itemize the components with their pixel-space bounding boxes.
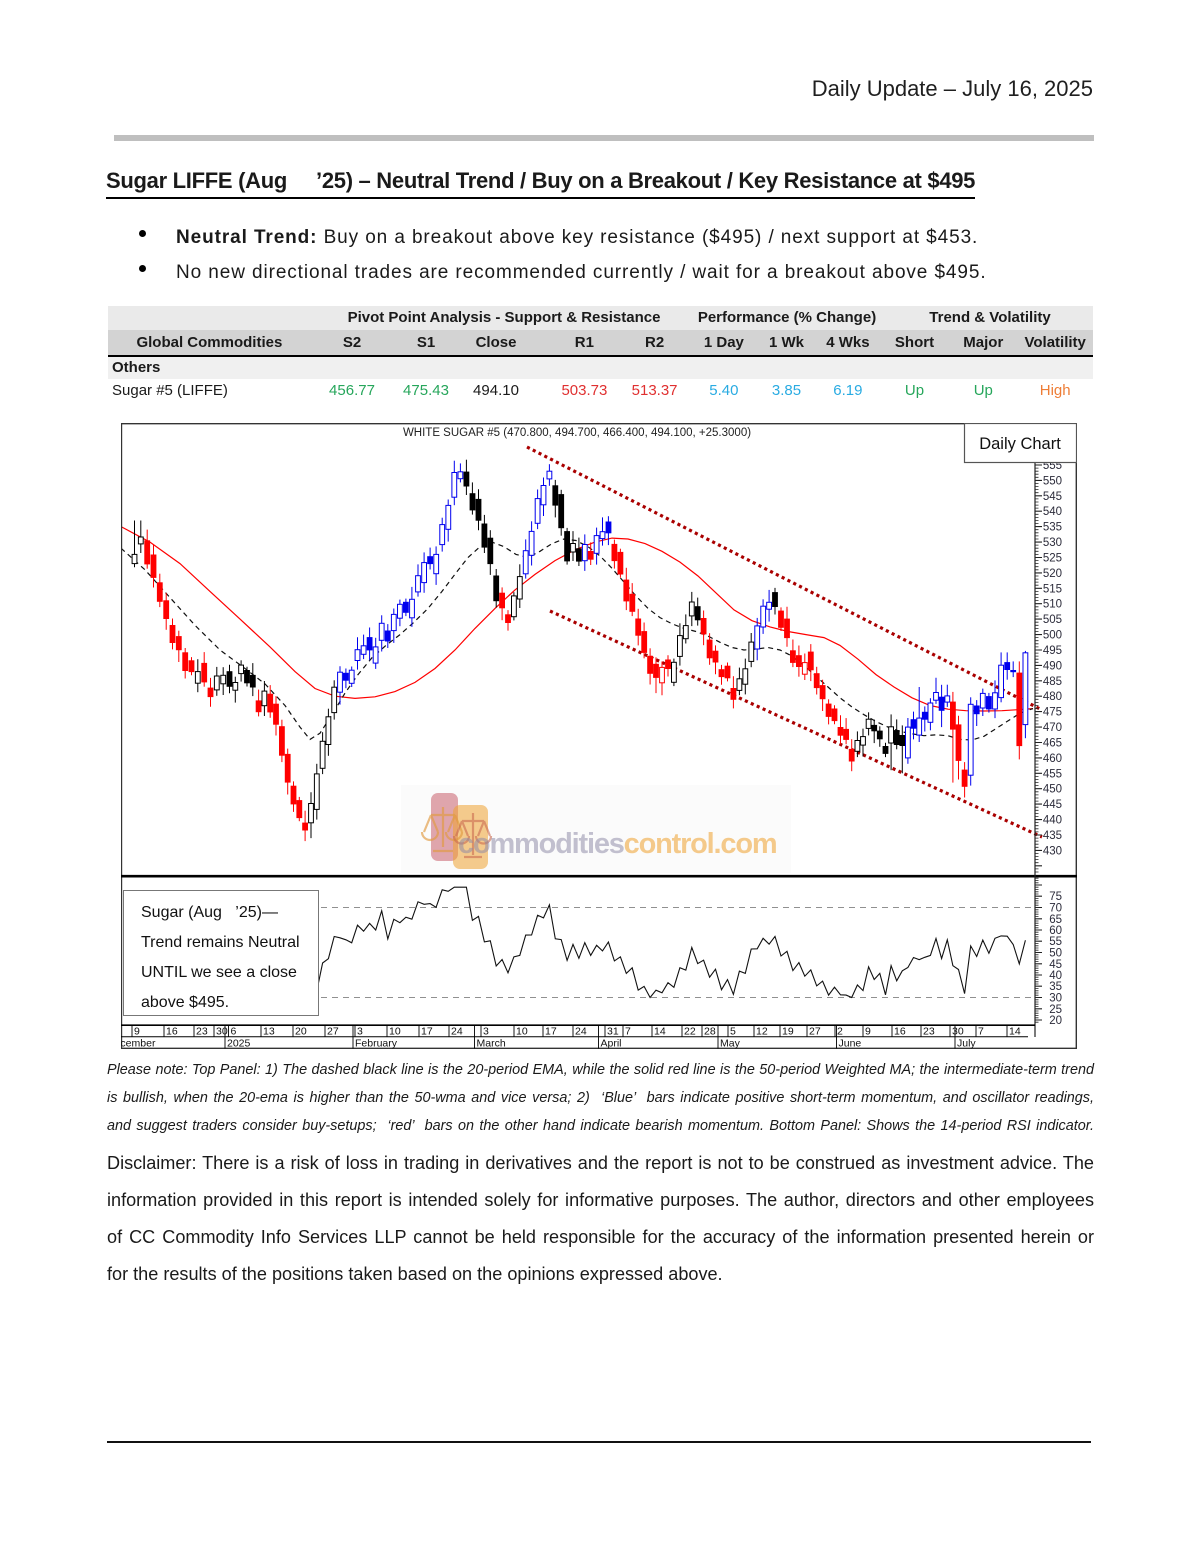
svg-text:17: 17: [545, 1026, 557, 1038]
svg-text:24: 24: [575, 1026, 587, 1038]
svg-text:December: December: [121, 1038, 156, 1050]
svg-text:16: 16: [894, 1026, 906, 1038]
svg-text:commoditiescontrol.com: commoditiescontrol.com: [458, 828, 776, 860]
svg-text:470: 470: [1043, 722, 1062, 734]
svg-text:55: 55: [1049, 936, 1062, 948]
svg-text:24: 24: [451, 1026, 463, 1038]
svg-text:28: 28: [704, 1026, 716, 1038]
svg-text:40: 40: [1049, 970, 1062, 982]
svg-text:500: 500: [1043, 630, 1062, 642]
svg-text:2025: 2025: [227, 1038, 251, 1050]
svg-text:14: 14: [1009, 1026, 1021, 1038]
svg-text:525: 525: [1043, 553, 1062, 565]
svg-text:495: 495: [1043, 645, 1062, 657]
svg-text:45: 45: [1049, 959, 1062, 971]
svg-text:3: 3: [357, 1026, 363, 1038]
svg-text:440: 440: [1043, 815, 1062, 827]
svg-text:510: 510: [1043, 599, 1062, 611]
svg-text:20: 20: [295, 1026, 307, 1038]
svg-text:25: 25: [1049, 1004, 1062, 1016]
svg-text:9: 9: [865, 1026, 871, 1038]
svg-text:July: July: [957, 1038, 976, 1050]
svg-text:535: 535: [1043, 522, 1062, 534]
svg-text:460: 460: [1043, 753, 1062, 765]
svg-text:75: 75: [1049, 891, 1062, 903]
svg-text:12: 12: [756, 1026, 768, 1038]
svg-text:13: 13: [263, 1026, 275, 1038]
svg-text:35: 35: [1049, 981, 1062, 993]
svg-text:465: 465: [1043, 738, 1062, 750]
svg-text:445: 445: [1043, 799, 1062, 811]
svg-text:27: 27: [809, 1026, 821, 1038]
svg-text:10: 10: [389, 1026, 401, 1038]
svg-text:475: 475: [1043, 707, 1062, 719]
svg-text:60: 60: [1049, 925, 1062, 937]
svg-text:19: 19: [782, 1026, 794, 1038]
svg-text:7: 7: [978, 1026, 984, 1038]
svg-text:450: 450: [1043, 784, 1062, 796]
svg-text:May: May: [720, 1038, 741, 1050]
svg-text:23: 23: [923, 1026, 935, 1038]
svg-text:480: 480: [1043, 691, 1062, 703]
svg-text:30: 30: [952, 1026, 964, 1038]
svg-text:31: 31: [607, 1026, 619, 1038]
svg-text:22: 22: [684, 1026, 696, 1038]
svg-text:455: 455: [1043, 768, 1062, 780]
svg-text:5: 5: [730, 1026, 736, 1038]
svg-text:545: 545: [1043, 491, 1062, 503]
svg-text:65: 65: [1049, 914, 1062, 926]
svg-text:70: 70: [1049, 903, 1062, 915]
svg-text:9: 9: [134, 1026, 140, 1038]
svg-text:50: 50: [1049, 948, 1062, 960]
svg-text:550: 550: [1043, 475, 1062, 487]
svg-text:515: 515: [1043, 583, 1062, 595]
svg-text:505: 505: [1043, 614, 1062, 626]
svg-text:10: 10: [516, 1026, 528, 1038]
svg-text:20: 20: [1049, 1015, 1062, 1027]
svg-text:WHITE SUGAR #5 (470.800, 494.7: WHITE SUGAR #5 (470.800, 494.700, 466.40…: [403, 427, 751, 439]
svg-text:June: June: [839, 1038, 862, 1050]
svg-text:February: February: [355, 1038, 398, 1050]
svg-text:520: 520: [1043, 568, 1062, 580]
svg-text:490: 490: [1043, 660, 1062, 672]
svg-text:16: 16: [166, 1026, 178, 1038]
svg-text:435: 435: [1043, 830, 1062, 842]
svg-text:485: 485: [1043, 676, 1062, 688]
svg-text:Daily Chart: Daily Chart: [979, 435, 1061, 453]
svg-text:30: 30: [1049, 993, 1062, 1005]
svg-text:30: 30: [216, 1026, 228, 1038]
svg-text:17: 17: [421, 1026, 433, 1038]
svg-text:27: 27: [327, 1026, 339, 1038]
svg-text:7: 7: [625, 1026, 631, 1038]
svg-text:3: 3: [483, 1026, 489, 1038]
svg-text:6: 6: [231, 1026, 237, 1038]
svg-text:430: 430: [1043, 845, 1062, 857]
svg-text:530: 530: [1043, 537, 1062, 549]
svg-text:14: 14: [654, 1026, 666, 1038]
svg-text:March: March: [477, 1038, 506, 1050]
svg-text:April: April: [601, 1038, 622, 1050]
svg-text:23: 23: [196, 1026, 208, 1038]
svg-text:540: 540: [1043, 506, 1062, 518]
svg-text:2: 2: [837, 1026, 843, 1038]
